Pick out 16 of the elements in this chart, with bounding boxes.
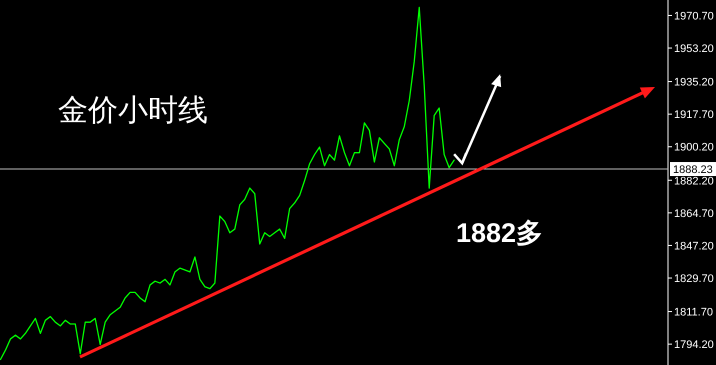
y-tick-label: 1953.20 — [674, 43, 714, 56]
y-tick-label: 1864.70 — [674, 208, 714, 220]
y-tick-label: 1900.20 — [674, 142, 714, 154]
text: 金价小时线 — [58, 94, 208, 127]
y-tick-label: 1794.20 — [674, 339, 714, 352]
y-tick-label: 1847.20 — [674, 240, 714, 252]
y-tick-label: 1811.70 — [674, 306, 713, 319]
ref-line-label: 1888.23 — [673, 164, 713, 176]
y-tick-label: 1935.20 — [674, 76, 714, 89]
ref-label: 1888.23 — [670, 162, 716, 176]
annotation: 1882多 — [456, 218, 544, 248]
line-series — [0, 6, 455, 360]
y-tick-label: 1882.20 — [674, 175, 714, 188]
y-tick-label: 1917.70 — [674, 109, 714, 122]
y-tick-label: 1970.70 — [674, 10, 714, 22]
y-tick-label: 1829.70 — [674, 273, 714, 286]
